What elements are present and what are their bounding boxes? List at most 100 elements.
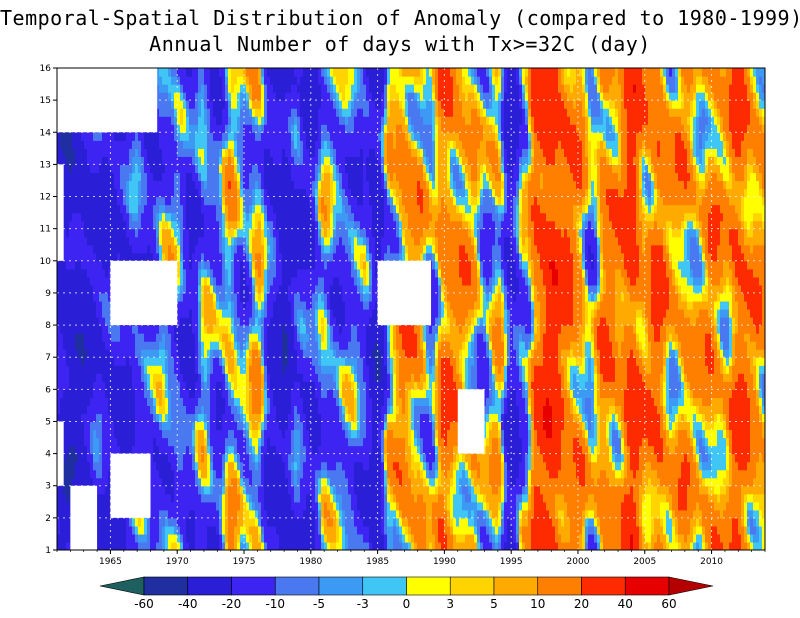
heatmap-cell <box>123 212 127 222</box>
heatmap-cell <box>228 533 232 543</box>
heatmap-cell <box>57 373 61 382</box>
heatmap-cell <box>90 284 94 294</box>
heatmap-cell <box>237 68 241 77</box>
heatmap-cell <box>210 453 214 463</box>
heatmap-cell <box>84 405 88 415</box>
heatmap-cell <box>69 445 73 455</box>
heatmap-cell <box>57 405 61 415</box>
heatmap-cell <box>108 196 112 206</box>
heatmap-cell <box>135 429 139 439</box>
heatmap-cell <box>183 493 187 503</box>
heatmap-cell <box>210 100 214 109</box>
heatmap-cell <box>141 212 145 222</box>
heatmap-cell <box>81 252 85 262</box>
heatmap-cell <box>168 196 172 206</box>
heatmap-cell <box>156 541 160 550</box>
heatmap-cell <box>171 477 175 487</box>
heatmap-cell <box>168 493 172 503</box>
heatmap-cell <box>174 389 178 398</box>
heatmap-cell <box>237 469 241 479</box>
heatmap-cell <box>117 405 121 415</box>
heatmap-cell <box>243 365 247 374</box>
heatmap-cell <box>81 309 85 318</box>
heatmap-cell <box>189 92 193 101</box>
heatmap-cell <box>243 132 247 141</box>
heatmap-cell <box>102 501 106 511</box>
heatmap-cell <box>111 244 115 254</box>
heatmap-cell <box>198 517 202 527</box>
heatmap-cell <box>207 92 211 101</box>
heatmap-cell <box>111 220 115 230</box>
heatmap-cell <box>195 212 199 222</box>
heatmap-cell <box>207 365 211 374</box>
heatmap-cell <box>207 228 211 238</box>
heatmap-cell <box>216 381 220 390</box>
heatmap-cell <box>102 485 106 495</box>
heatmap-cell <box>228 405 232 415</box>
heatmap-cell <box>195 172 199 182</box>
heatmap-cell <box>237 180 241 190</box>
heatmap-cell <box>198 533 202 543</box>
heatmap-cell <box>243 204 247 214</box>
heatmap-cell <box>75 317 79 326</box>
heatmap-cell <box>72 252 76 262</box>
heatmap-cell <box>240 317 244 326</box>
heatmap-cell <box>189 325 193 334</box>
heatmap-cell <box>207 220 211 230</box>
heatmap-cell <box>102 525 106 535</box>
heatmap-cell <box>72 180 76 190</box>
heatmap-cell <box>207 429 211 439</box>
heatmap-cell <box>78 204 82 214</box>
heatmap-cell <box>228 180 232 190</box>
heatmap-cell <box>162 244 166 254</box>
heatmap-cell <box>84 172 88 182</box>
heatmap-cell <box>210 212 214 222</box>
heatmap-cell <box>132 244 136 254</box>
heatmap-cell <box>213 485 217 495</box>
heatmap-cell <box>147 164 151 174</box>
heatmap-cell <box>156 381 160 390</box>
heatmap-cell <box>144 333 148 342</box>
heatmap-cell <box>141 357 145 366</box>
heatmap-cell <box>69 140 73 149</box>
heatmap-cell <box>177 132 181 141</box>
heatmap-cell <box>159 525 163 535</box>
heatmap-cell <box>117 172 121 182</box>
heatmap-cell <box>225 437 229 447</box>
heatmap-cell <box>213 164 217 174</box>
heatmap-cell <box>126 357 130 366</box>
heatmap-cell <box>105 204 109 214</box>
heatmap-cell <box>186 421 190 431</box>
heatmap-cell <box>228 236 232 246</box>
heatmap-cell <box>60 309 64 318</box>
heatmap-cell <box>207 148 211 157</box>
heatmap-cell <box>102 140 106 149</box>
heatmap-cell <box>225 108 229 117</box>
heatmap-cell <box>150 252 154 262</box>
heatmap-cell <box>198 541 202 550</box>
heatmap-cell <box>186 84 190 93</box>
heatmap-cell <box>117 196 121 206</box>
heatmap-cell <box>186 373 190 382</box>
heatmap-cell <box>123 325 127 334</box>
heatmap-cell <box>180 445 184 455</box>
heatmap-cell <box>234 148 238 157</box>
heatmap-cell <box>144 164 148 174</box>
heatmap-cell <box>135 244 139 254</box>
heatmap-cell <box>90 365 94 374</box>
heatmap-cell <box>156 485 160 495</box>
heatmap-cell <box>96 525 100 535</box>
heatmap-cell <box>243 333 247 342</box>
heatmap-cell <box>111 525 115 535</box>
heatmap-cell <box>141 188 145 198</box>
heatmap-cell <box>207 381 211 390</box>
heatmap-cell <box>204 76 208 85</box>
heatmap-cell <box>183 108 187 117</box>
heatmap-cell <box>162 469 166 479</box>
heatmap-cell <box>213 188 217 198</box>
heatmap-cell <box>153 397 157 406</box>
heatmap-cell <box>117 517 121 527</box>
heatmap-cell <box>93 381 97 390</box>
heatmap-cell <box>63 365 67 374</box>
heatmap-cell <box>246 397 250 406</box>
